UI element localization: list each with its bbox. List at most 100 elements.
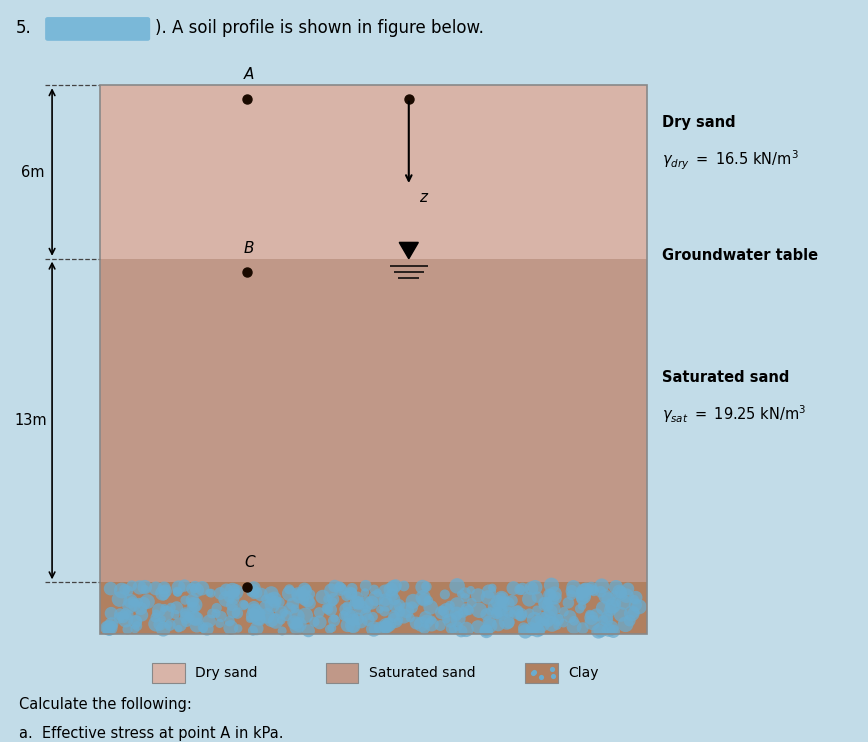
Point <box>321 603 335 615</box>
Point <box>479 626 493 637</box>
Point <box>138 583 152 595</box>
Point <box>479 608 493 620</box>
Point <box>365 597 378 608</box>
Point <box>533 625 547 637</box>
Point <box>326 596 339 608</box>
Point <box>378 594 392 605</box>
Text: a.  Effective stress at point A in kPa.: a. Effective stress at point A in kPa. <box>19 726 284 741</box>
Point <box>379 620 393 631</box>
Point <box>186 597 200 608</box>
Point <box>359 609 373 621</box>
Point <box>250 608 264 620</box>
Point <box>614 586 628 598</box>
Point <box>148 611 162 623</box>
Point <box>479 624 493 636</box>
Point <box>328 580 342 592</box>
Point <box>125 580 139 591</box>
Point <box>387 611 401 623</box>
Point <box>350 591 364 603</box>
Point <box>608 588 621 600</box>
Point <box>115 585 128 597</box>
Point <box>496 597 510 608</box>
Point <box>112 612 126 624</box>
Point <box>451 613 465 625</box>
Point <box>125 595 139 607</box>
Point <box>577 585 591 597</box>
Point <box>157 590 171 602</box>
Point <box>458 592 472 604</box>
Point <box>274 606 288 618</box>
Bar <box>100 85 647 259</box>
Point <box>275 625 289 637</box>
Point <box>327 614 341 626</box>
Point <box>546 670 560 682</box>
Point <box>490 608 503 620</box>
Point <box>299 585 313 597</box>
FancyBboxPatch shape <box>45 17 150 41</box>
Point <box>187 612 201 624</box>
Polygon shape <box>399 243 418 259</box>
Point <box>550 620 564 631</box>
Point <box>457 606 470 618</box>
Point <box>495 597 509 609</box>
Point <box>196 623 210 634</box>
Point <box>524 622 538 634</box>
Point <box>535 672 549 683</box>
Point <box>420 615 434 627</box>
Point <box>584 584 598 596</box>
Point <box>564 589 578 601</box>
Bar <box>152 663 185 683</box>
Point <box>105 620 119 631</box>
Point <box>485 582 499 594</box>
Point <box>300 594 314 606</box>
Point <box>293 588 306 600</box>
Point <box>288 603 302 615</box>
Point <box>556 617 570 629</box>
Point <box>493 603 507 615</box>
Point <box>220 593 233 605</box>
Point <box>236 599 250 611</box>
Point <box>247 583 261 595</box>
Point <box>541 600 555 611</box>
Point <box>202 587 216 599</box>
Point <box>168 608 182 620</box>
Point <box>545 618 559 630</box>
Point <box>524 625 538 637</box>
Point <box>180 616 194 628</box>
Point <box>481 591 495 603</box>
Point <box>518 626 532 637</box>
Point <box>622 614 636 626</box>
Point <box>478 625 492 637</box>
Point <box>188 581 202 593</box>
Point <box>279 610 293 622</box>
Point <box>528 581 542 593</box>
Point <box>523 608 536 620</box>
Point <box>214 588 227 600</box>
Point <box>352 599 365 611</box>
Point <box>254 588 268 600</box>
Point <box>603 604 617 616</box>
Point <box>606 600 620 611</box>
Point <box>387 593 401 605</box>
Point <box>337 610 351 622</box>
Point <box>507 582 521 594</box>
Point <box>600 614 614 626</box>
Point <box>293 618 306 630</box>
Point <box>358 598 372 610</box>
Point <box>614 608 628 620</box>
Point <box>490 607 504 619</box>
Point <box>547 603 561 614</box>
Point <box>155 588 169 600</box>
Point <box>121 585 135 597</box>
Point <box>383 618 397 630</box>
Point <box>500 616 514 628</box>
Point <box>231 623 245 634</box>
Point <box>422 594 436 606</box>
Point <box>530 621 544 633</box>
Point <box>575 594 589 605</box>
Point <box>137 597 151 609</box>
Point <box>341 608 355 620</box>
Point <box>405 602 419 614</box>
Point <box>545 663 559 675</box>
Point <box>138 581 152 593</box>
